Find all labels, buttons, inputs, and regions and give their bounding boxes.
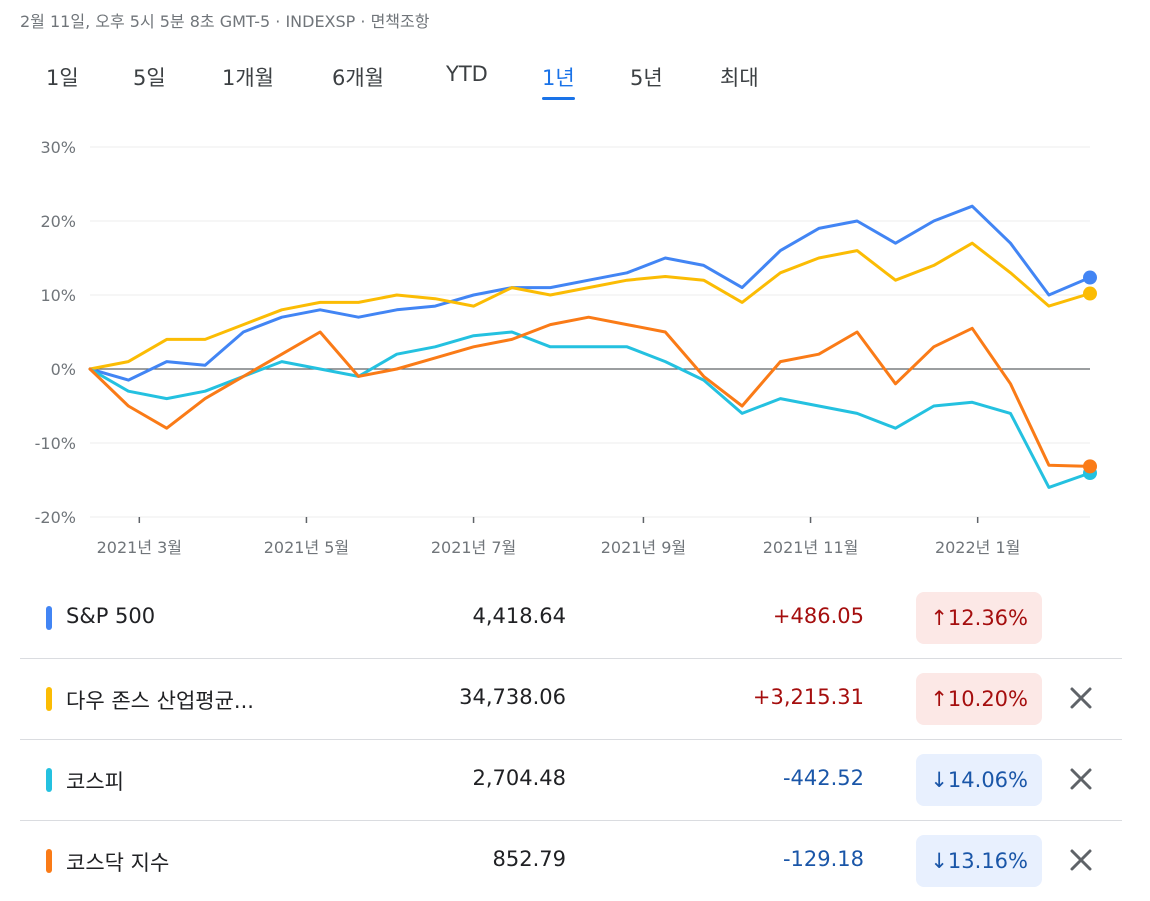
tab-1y[interactable]: 1년 [542,62,575,100]
close-icon[interactable] [1066,764,1096,794]
index-percent-badge: ↑10.20% [916,673,1042,725]
index-value: 852.79 [492,847,566,871]
y-tick-label: 20% [40,212,76,231]
index-value: 4,418.64 [472,604,566,628]
tab-5y[interactable]: 5년 [630,66,663,90]
index-change: -442.52 [782,766,864,790]
series-line-sp500 [88,204,1092,382]
index-row-sp500[interactable]: S&P 500 4,418.64 +486.05 ↑12.36% [20,578,1122,659]
close-icon[interactable] [1066,845,1096,875]
series-color-swatch [46,687,52,711]
index-value: 2,704.48 [472,766,566,790]
index-percent-badge: ↑12.36% [916,592,1042,644]
tab-1m[interactable]: 1개월 [222,66,275,90]
chart-meta-header: 2월 11일, 오후 5시 5분 8초 GMT-5 · INDEXSP · 면책… [20,12,430,31]
y-tick-label: 0% [51,360,76,379]
x-tick-label: 2021년 9월 [601,538,686,557]
index-change: -129.18 [782,847,864,871]
index-change: +3,215.31 [752,685,864,709]
y-tick-label: 30% [40,138,76,157]
x-tick-label: 2021년 5월 [264,538,349,557]
index-change: +486.05 [772,604,864,628]
index-value: 34,738.06 [459,685,566,709]
index-name: 다우 존스 산업평균... [66,689,254,713]
series-line-kosdaq [88,315,1092,468]
range-tabs: 1일 5일 1개월 6개월 YTD 1년 5년 최대 [0,62,1150,102]
end-dot-dow [1083,286,1097,301]
x-tick-label: 2021년 11월 [763,538,859,557]
tab-5d[interactable]: 5일 [133,66,166,90]
index-name: S&P 500 [66,604,156,628]
index-row-kosdaq[interactable]: 코스닥 지수 852.79 -129.18 ↓13.16% [20,821,1122,901]
series-color-swatch [46,768,52,792]
index-percent-badge: ↓13.16% [916,835,1042,887]
y-tick-label: -10% [35,434,76,453]
index-name: 코스피 [66,770,124,794]
y-tick-label: 10% [40,286,76,305]
index-row-kospi[interactable]: 코스피 2,704.48 -442.52 ↓14.06% [20,740,1122,821]
series-color-swatch [46,849,52,873]
x-tick-label: 2021년 3월 [97,538,182,557]
index-list: S&P 500 4,418.64 +486.05 ↑12.36% 다우 존스 산… [20,578,1122,901]
series-color-swatch [46,606,52,630]
close-icon[interactable] [1066,683,1096,713]
end-dot-sp500 [1083,270,1097,285]
tab-max[interactable]: 최대 [720,66,759,90]
y-tick-label: -20% [35,508,76,527]
tab-ytd[interactable]: YTD [446,62,488,86]
x-tick-label: 2021년 7월 [431,538,516,557]
index-name: 코스닥 지수 [66,851,170,875]
index-row-dow[interactable]: 다우 존스 산업평균... 34,738.06 +3,215.31 ↑10.20… [20,659,1122,740]
index-percent-badge: ↓14.06% [916,754,1042,806]
x-tick-label: 2022년 1월 [935,538,1020,557]
end-dot-kosdaq [1083,459,1097,474]
tab-6m[interactable]: 6개월 [332,66,385,90]
series-line-kospi [88,330,1092,489]
tab-1d[interactable]: 1일 [46,66,79,90]
comparison-line-chart[interactable]: 30% 20% 10% 0% -10% -20% 2021년 3월 2021년 5월 2021년… [0,130,1150,570]
series-line-dow [88,241,1092,371]
